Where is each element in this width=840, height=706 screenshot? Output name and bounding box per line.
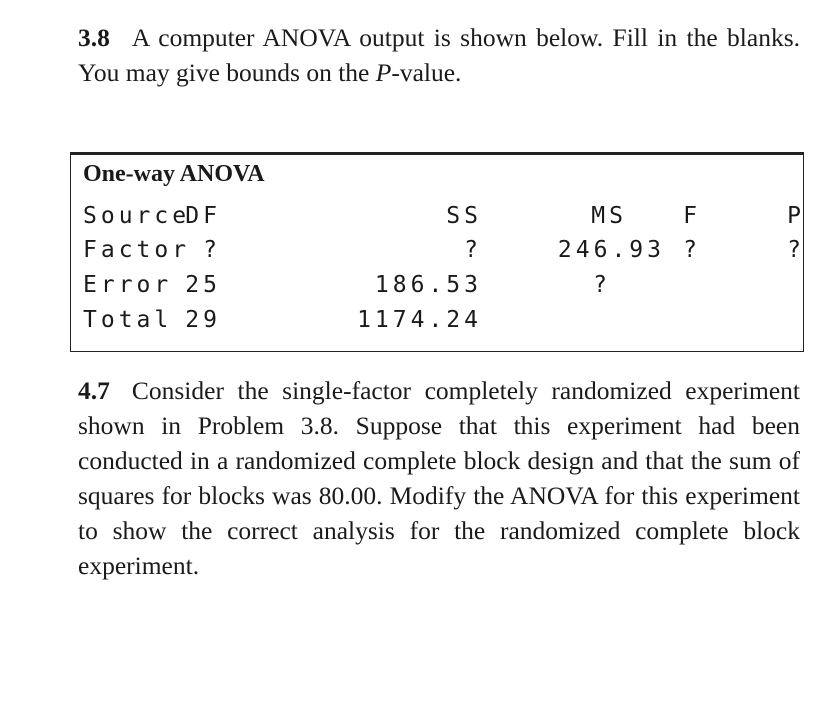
anova-output-box: One-way ANOVA Source DF SS MS F P Factor?? 246.… [70,152,804,352]
table-cell: ? [683,237,701,263]
column-header: Source [83,203,191,229]
table-cell: 29 [185,307,221,333]
column-header: F [683,203,701,229]
problem-3-8: 3.8 A computer ANOVA output is shown belo… [78,20,800,90]
table-cell: 186.53 [374,272,482,298]
problem-text: A computer ANOVA output is shown below. … [78,23,800,87]
p-italic: P [375,58,392,87]
column-header: P [787,203,805,229]
table-cell: ? [787,237,805,263]
problem-number: 4.7 [78,376,110,405]
table-cell: ? [593,272,611,298]
table-cell: 1174.24 [357,307,482,333]
table-cell: Total [83,307,173,333]
table-cell: ? [203,237,221,263]
problem-text: Consider the single-factor completely ra… [78,376,800,580]
column-header: MS [591,203,627,229]
table-cell: ? [464,237,482,263]
table-cell: Error [83,272,173,298]
column-header: SS [446,203,482,229]
problem-4-7: 4.7 Consider the single-factor completely… [78,373,800,583]
problem-number: 3.8 [78,23,110,52]
table-cell: 246.93 [557,237,665,263]
problem-text-end: -value. [391,58,462,87]
table-cell: 25 [185,272,221,298]
table-cell: Factor [83,237,191,263]
column-header: DF [185,203,221,229]
anova-title: One-way ANOVA [83,161,265,187]
